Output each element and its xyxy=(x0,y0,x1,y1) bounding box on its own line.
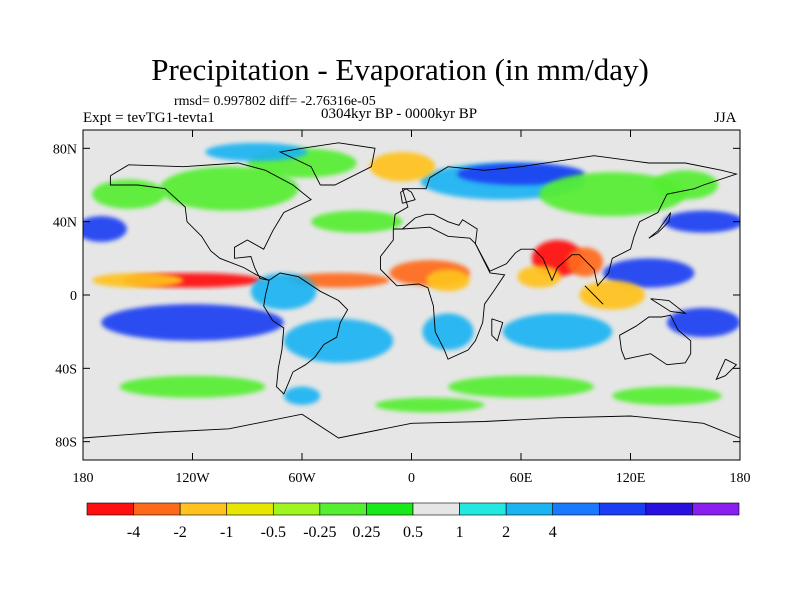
colorbar-swatch xyxy=(412,502,460,516)
colorbar-label: -1 xyxy=(220,524,233,541)
field-patch xyxy=(83,216,127,242)
colorbar: -4 -2 -1 -0.5 -0.25 0.25 0.5 1 2 4 xyxy=(86,502,740,541)
colorbar-swatch xyxy=(552,502,600,516)
coastline xyxy=(648,212,672,239)
field-patch xyxy=(663,210,740,233)
colorbar-label: 1 xyxy=(456,524,464,541)
field-patch xyxy=(612,386,722,406)
stats-text: rmsd= 0.997802 diff= -2.76316e-05 xyxy=(174,94,376,109)
colorbar-label: 0.25 xyxy=(352,524,380,541)
coastline xyxy=(109,162,312,281)
y-tick-label: 80S xyxy=(55,436,77,451)
colorbar-label: -0.5 xyxy=(261,524,286,541)
y-tick-label: 40S xyxy=(55,362,77,377)
coastline xyxy=(715,358,738,381)
field-patch xyxy=(603,258,695,288)
coastline xyxy=(584,285,604,305)
figure-title: Precipitation - Evaporation (in mm/day) xyxy=(151,52,649,87)
colorbar-swatch xyxy=(366,502,414,516)
field-patch xyxy=(667,307,740,338)
coastline xyxy=(650,298,687,314)
colorbar-label: -2 xyxy=(173,524,186,541)
field-patch xyxy=(448,375,594,398)
x-tick-label: 120W xyxy=(175,471,210,486)
y-tick-label: 0 xyxy=(70,289,77,304)
x-tick-label: 180 xyxy=(73,471,94,486)
field-patch xyxy=(566,247,604,277)
colorbar-label: -4 xyxy=(127,524,140,541)
colorbar-label: 4 xyxy=(549,524,557,541)
colorbar-swatch xyxy=(505,502,554,516)
coastline xyxy=(263,272,349,395)
y-axis: 80N 40N 0 40S 80S xyxy=(53,142,740,451)
field-layer xyxy=(83,142,740,413)
field-patch xyxy=(652,170,719,200)
y-tick-label: 80N xyxy=(53,142,77,157)
colorbar-swatch xyxy=(598,502,647,516)
colorbar-swatch xyxy=(133,502,181,516)
x-tick-label: 60E xyxy=(510,471,533,486)
field-patch xyxy=(92,179,166,209)
field-patch xyxy=(517,265,562,288)
field-patch xyxy=(579,280,646,310)
coastlines xyxy=(83,142,740,439)
coastline xyxy=(380,226,506,360)
season-label: JJA xyxy=(714,110,737,126)
field-patch xyxy=(205,142,308,162)
y-tick-label: 40N xyxy=(53,216,77,231)
field-patch xyxy=(250,273,317,310)
field-patch xyxy=(457,163,585,185)
colorbar-swatch xyxy=(459,502,507,516)
field-patch xyxy=(119,375,266,398)
field-patch xyxy=(311,210,403,233)
field-patch xyxy=(159,166,299,211)
field-patch xyxy=(426,269,470,292)
x-axis: 180 120W 60W 0 60E 120E 180 xyxy=(73,130,751,486)
colorbar-swatch xyxy=(645,502,693,516)
field-patch xyxy=(92,273,184,288)
coastline xyxy=(392,155,738,287)
field-patch xyxy=(283,386,321,406)
colorbar-label: 2 xyxy=(502,524,510,541)
coastline xyxy=(278,142,376,186)
field-patch xyxy=(283,318,394,363)
field-patch xyxy=(101,304,284,341)
field-patch xyxy=(539,172,686,217)
x-tick-label: 0 xyxy=(408,471,415,486)
experiment-label: Expt = tevTG1-tevta1 xyxy=(83,110,215,126)
x-tick-label: 120E xyxy=(616,471,646,486)
colorbar-swatch xyxy=(226,502,274,516)
field-patch xyxy=(375,397,485,413)
colorbar-label: -0.25 xyxy=(303,524,336,541)
colorbar-swatch xyxy=(179,502,228,516)
field-patch xyxy=(502,313,613,350)
period-label: 0304kyr BP - 0000kyr BP xyxy=(321,106,478,122)
x-tick-label: 60W xyxy=(288,471,316,486)
coastline xyxy=(400,188,416,204)
colorbar-swatch xyxy=(272,502,321,516)
field-patch xyxy=(369,152,436,182)
coastline xyxy=(619,314,692,366)
colorbar-swatch xyxy=(692,502,740,516)
colorbar-label: 0.5 xyxy=(403,524,423,541)
coastline xyxy=(491,318,504,342)
coastline xyxy=(83,413,740,439)
colorbar-swatch xyxy=(319,502,367,516)
x-tick-label: 180 xyxy=(730,471,751,486)
colorbar-swatch xyxy=(86,502,134,516)
field-patch xyxy=(422,313,474,350)
